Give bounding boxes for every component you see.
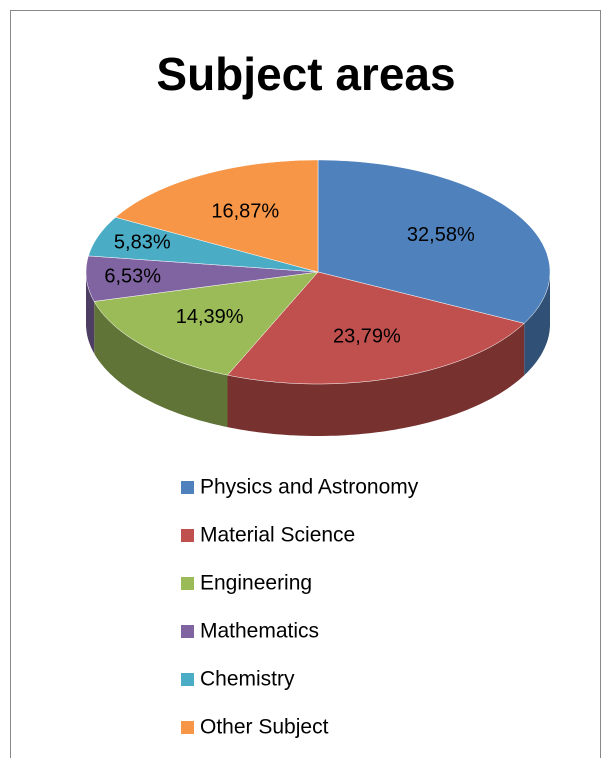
data-label: 14,39%: [176, 306, 244, 328]
legend-label: Physics and Astronomy: [200, 476, 419, 499]
legend-label: Mathematics: [200, 620, 319, 643]
legend-label: Chemistry: [200, 668, 295, 691]
legend-swatch: [181, 721, 194, 734]
legend-label: Other Subject: [200, 716, 329, 739]
pie-slice-side: [94, 301, 228, 428]
legend-swatch: [181, 481, 194, 494]
pie-slice: [93, 271, 319, 376]
pie-slice: [115, 159, 319, 273]
legend-label: Material Science: [200, 524, 355, 547]
data-label: 16,87%: [211, 200, 279, 222]
data-label: 32,58%: [407, 224, 475, 246]
legend-swatch: [181, 529, 194, 542]
pie-slice-side: [227, 323, 525, 436]
legend-swatch: [181, 577, 194, 590]
legend-swatch: [181, 673, 194, 686]
data-label: 6,53%: [104, 266, 161, 288]
pie-slice: [85, 255, 319, 302]
pie-slice: [88, 217, 319, 273]
chart-title: Subject areas: [156, 48, 455, 100]
data-label: 5,83%: [114, 231, 171, 253]
legend-swatch: [181, 625, 194, 638]
data-label: 23,79%: [333, 326, 401, 348]
pie-slice-side: [86, 272, 95, 354]
pie-slice: [227, 271, 525, 385]
legend-label: Engineering: [200, 572, 312, 595]
pie-slice: [317, 159, 551, 324]
pie-slice-side: [524, 272, 550, 376]
